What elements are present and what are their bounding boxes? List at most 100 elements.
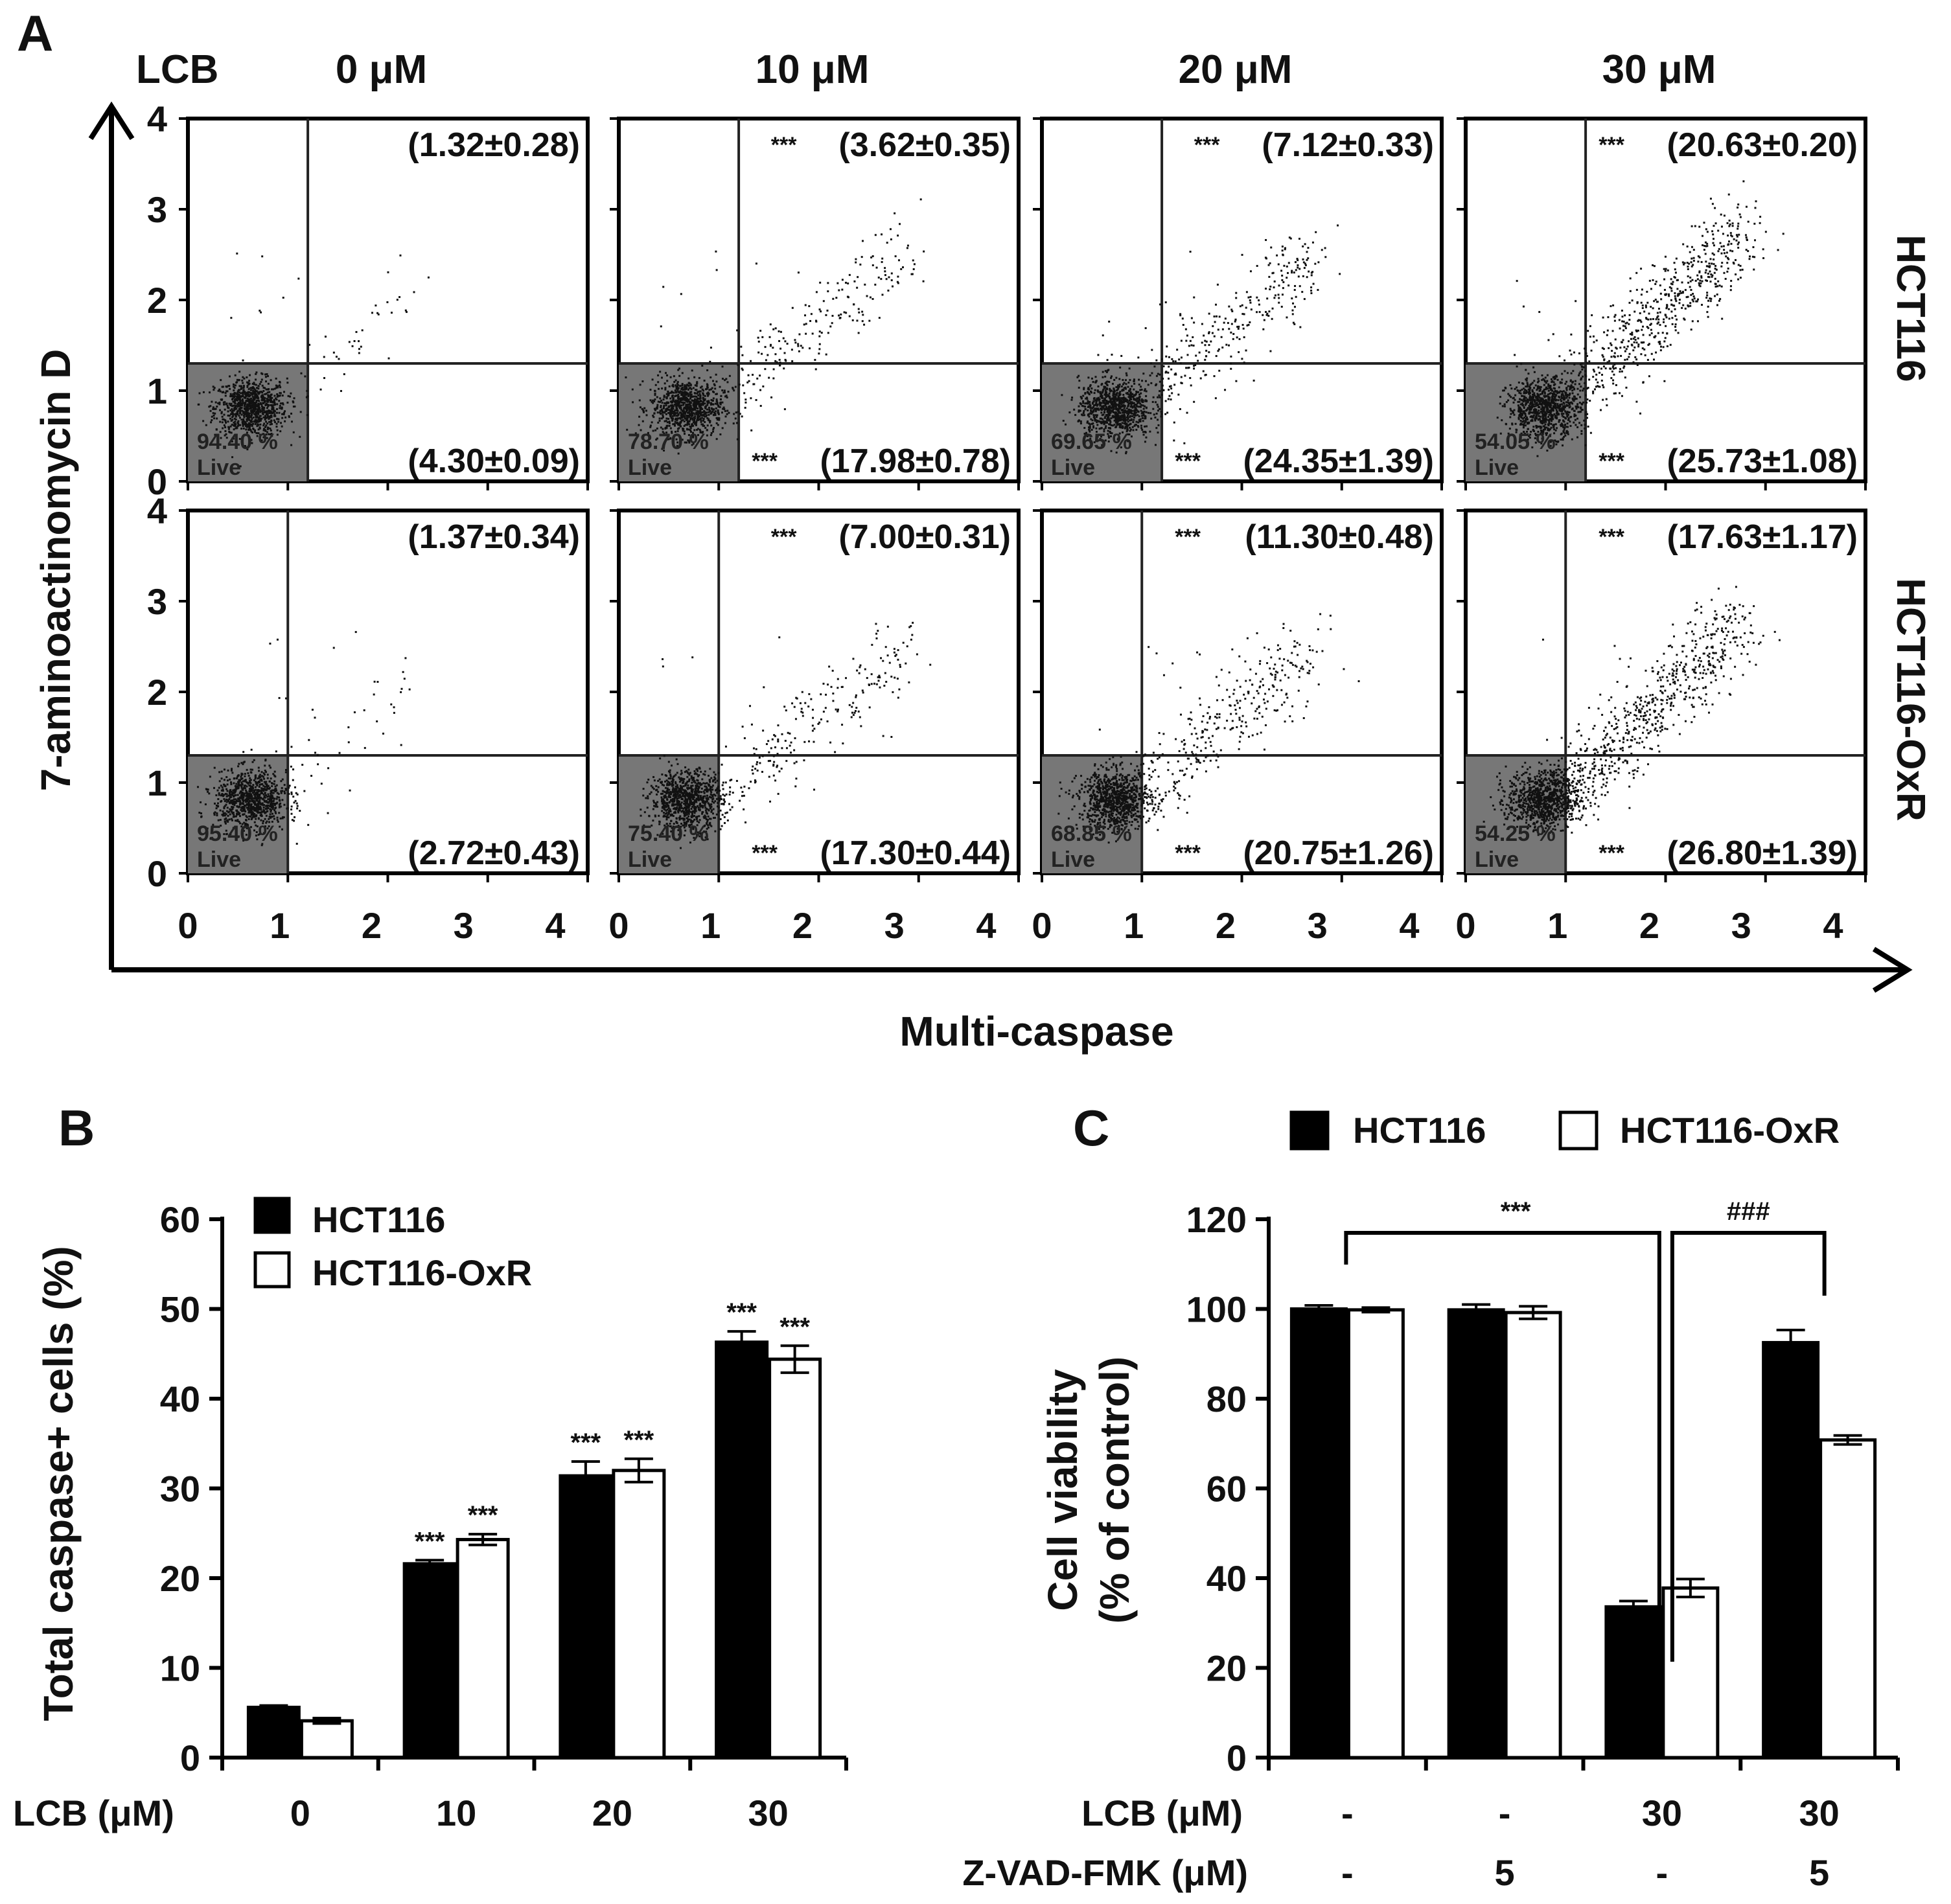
- cell-event: [1137, 400, 1139, 402]
- cell-event: [1171, 358, 1173, 360]
- cell-event: [1534, 403, 1536, 406]
- cell-event: [687, 406, 689, 408]
- cell-event: [275, 398, 278, 401]
- cell-event: [1549, 402, 1552, 404]
- cell-event: [672, 398, 675, 401]
- cell-event: [266, 412, 268, 415]
- cell-event: [1581, 368, 1584, 371]
- cell-event: [811, 332, 814, 335]
- cell-event: [1682, 263, 1685, 266]
- cell-event: [1542, 417, 1545, 419]
- cell-event: [1156, 404, 1159, 406]
- cell-event: [690, 391, 693, 393]
- cell-event: [683, 391, 686, 394]
- cell-event: [1118, 396, 1121, 399]
- cell-event: [1173, 384, 1176, 386]
- cell-event: [1321, 249, 1323, 251]
- cell-event: [1624, 376, 1626, 379]
- cell-event: [685, 405, 687, 407]
- cell-event: [1637, 343, 1640, 346]
- cell-event: [1721, 317, 1724, 320]
- cell-event: [1217, 350, 1219, 352]
- cell-event: [1121, 419, 1124, 421]
- cell-event: [1554, 439, 1556, 442]
- cell-event: [1184, 374, 1186, 377]
- cell-event: [724, 379, 726, 382]
- cell-event: [271, 435, 273, 437]
- cell-event: [1704, 253, 1707, 255]
- cell-event: [679, 442, 682, 444]
- cell-event: [676, 382, 678, 385]
- cell-event: [1106, 401, 1109, 404]
- cell-event: [1538, 396, 1541, 399]
- cell-event: [213, 417, 216, 420]
- cell-event: [249, 423, 252, 426]
- cell-event: [233, 387, 236, 389]
- cell-event: [1186, 334, 1188, 337]
- cell-event: [1540, 426, 1542, 428]
- cell-event: [215, 428, 218, 431]
- cell-event: [1521, 402, 1523, 405]
- cell-event: [1615, 367, 1617, 369]
- cell-event: [1748, 255, 1751, 258]
- cell-event: [237, 393, 239, 396]
- cell-event: [268, 399, 270, 402]
- cell-event: [1124, 427, 1126, 430]
- cell-event: [1250, 308, 1253, 311]
- cell-event: [1536, 433, 1539, 436]
- cell-event: [1692, 257, 1695, 259]
- cell-event: [1291, 309, 1294, 312]
- cell-event: [1133, 406, 1135, 408]
- cell-event: [1122, 379, 1124, 382]
- cell-event: [744, 406, 746, 409]
- cell-event: [267, 382, 270, 385]
- cell-event: [1543, 379, 1545, 382]
- cell-event: [1716, 293, 1718, 296]
- cell-event: [1302, 275, 1304, 277]
- cell-event: [1676, 318, 1678, 321]
- cell-event: [1612, 365, 1615, 367]
- cell-event: [1634, 339, 1637, 341]
- cell-event: [1629, 290, 1632, 292]
- cell-event: [693, 398, 696, 400]
- cell-event: [687, 415, 689, 417]
- cell-event: [1624, 327, 1627, 330]
- cell-event: [242, 422, 244, 424]
- cell-event: [1545, 415, 1547, 417]
- cell-event: [1737, 225, 1739, 227]
- cell-event: [1534, 399, 1536, 402]
- cell-event: [1673, 262, 1676, 264]
- cell-event: [202, 391, 205, 393]
- cell-event: [1116, 416, 1119, 419]
- cell-event: [827, 282, 829, 284]
- cell-event: [1266, 312, 1269, 315]
- cell-event: [1707, 305, 1709, 308]
- cell-event: [270, 411, 272, 414]
- cell-event: [1133, 424, 1136, 427]
- cell-event: [1089, 437, 1092, 440]
- cell-event: [1657, 321, 1660, 324]
- cell-event: [1567, 419, 1570, 421]
- cell-event: [653, 400, 656, 403]
- cell-event: [693, 412, 695, 415]
- cell-event: [1128, 423, 1131, 426]
- cell-event: [1526, 382, 1529, 384]
- cell-event: [1310, 290, 1313, 292]
- cell-event: [881, 233, 883, 236]
- cell-event: [1077, 420, 1079, 422]
- cell-event: [237, 424, 240, 426]
- cell-event: [691, 444, 693, 446]
- cell-event: [1578, 372, 1581, 374]
- cell-event: [266, 413, 269, 416]
- cell-event: [259, 417, 261, 419]
- cell-event: [1193, 296, 1195, 299]
- cell-event: [1265, 311, 1267, 314]
- cell-event: [706, 387, 708, 390]
- cell-event: [677, 391, 680, 393]
- cell-event: [1124, 387, 1127, 390]
- cell-event: [679, 437, 682, 440]
- cell-event: [1538, 385, 1540, 388]
- cell-event: [791, 360, 794, 363]
- cell-event: [702, 419, 705, 422]
- cell-event: [1307, 257, 1310, 260]
